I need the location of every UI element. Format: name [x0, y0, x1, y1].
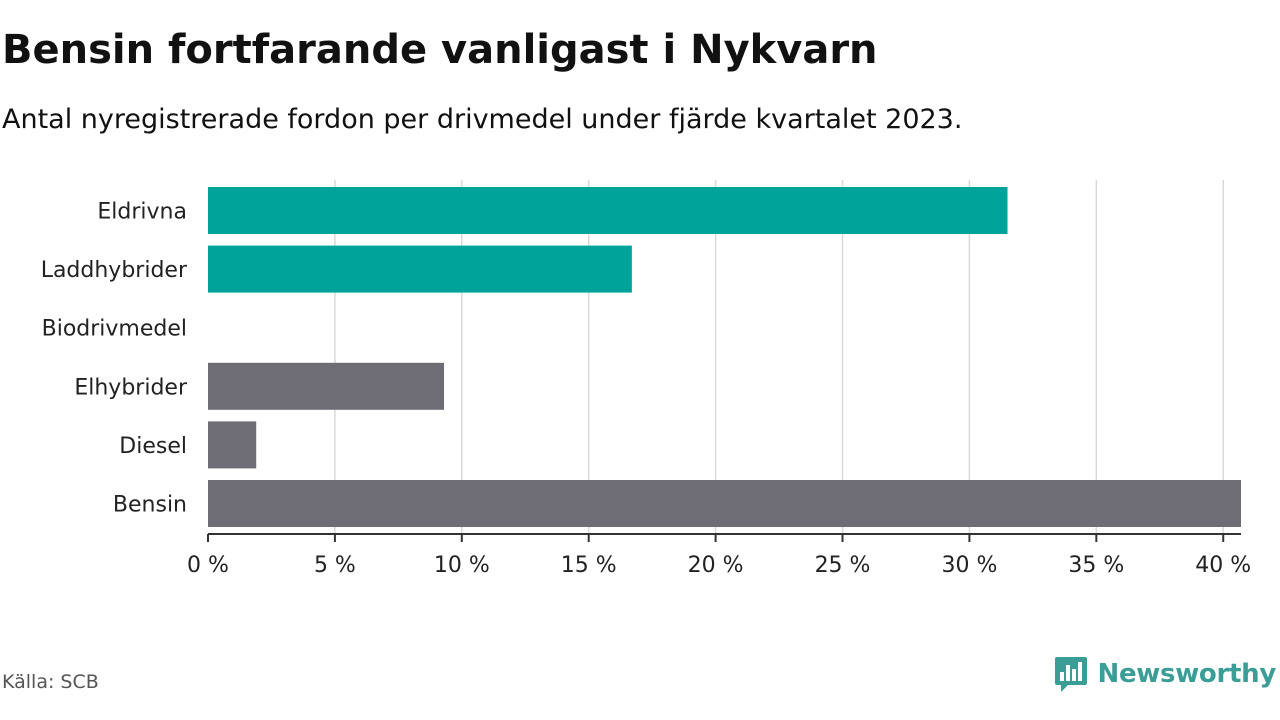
bar-diesel: [208, 421, 257, 469]
x-tick-label-25: 25 %: [815, 553, 871, 578]
brand-name: Newsworthy: [1097, 659, 1277, 689]
bar-laddhybrider: [208, 245, 632, 293]
x-tick-label-40: 40 %: [1195, 553, 1251, 578]
bar-bensin: [208, 480, 1241, 527]
category-label-elhybrider: Elhybrider: [74, 375, 188, 400]
x-tick-label-0: 0 %: [187, 553, 229, 578]
bar-elhybrider: [208, 362, 445, 410]
category-label-biodrivmedel: Biodrivmedel: [42, 317, 187, 342]
brand-logo: Newsworthy: [1054, 654, 1276, 694]
chart-subtitle: Antal nyregistrerade fordon per drivmede…: [2, 104, 963, 135]
x-tick-label-35: 35 %: [1068, 553, 1124, 578]
category-label-diesel: Diesel: [119, 434, 187, 459]
x-tick-label-30: 30 %: [941, 553, 997, 578]
category-label-bensin: Bensin: [113, 493, 187, 518]
chart-title: Bensin fortfarande vanligast i Nykvarn: [2, 27, 878, 73]
source-note: Källa: SCB: [2, 671, 99, 693]
x-tick-label-5: 5 %: [314, 553, 356, 578]
bar-eldrivna: [208, 187, 1008, 234]
x-tick-label-15: 15 %: [561, 553, 617, 578]
category-label-laddhybrider: Laddhybrider: [41, 258, 188, 283]
x-tick-label-10: 10 %: [434, 553, 490, 578]
category-label-eldrivna: Eldrivna: [97, 200, 187, 225]
x-tick-label-20: 20 %: [688, 553, 744, 578]
newsworthy-logo-icon: [1054, 657, 1087, 692]
